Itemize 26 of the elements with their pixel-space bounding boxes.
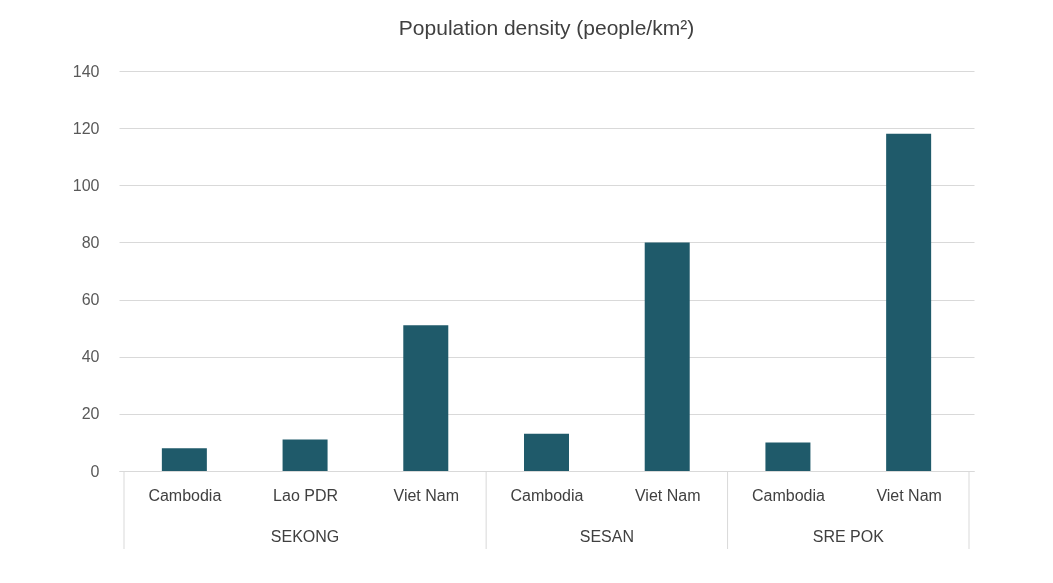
x-tick-label: Cambodia [510,486,584,504]
y-tick-label: 100 [72,176,100,194]
x-tick-label: Viet Nam [876,486,942,504]
x-tick-label: Cambodia [148,486,222,504]
x-tick-label: Viet Nam [393,486,460,504]
x-tick-label: Viet Nam [634,486,701,504]
bar [524,433,569,471]
text: SRE POK [812,528,885,545]
y-tick-label: 60 [81,291,100,309]
bar [765,442,811,471]
y-tick-label: 120 [72,119,100,137]
y-tick-label: 140 [72,62,100,80]
y-tick-label: 0 [90,462,100,480]
x-tick-label: Cambodia [751,486,825,504]
y-tick-label: 40 [81,348,100,366]
chart-title: Population density (people/km²) [398,16,695,39]
y-tick-label: 20 [81,405,100,423]
y-tick-label: 80 [81,233,100,251]
x-tick-label: Lao PDR [273,486,339,504]
bar [161,448,207,471]
bar [886,133,932,471]
bar [403,325,449,471]
bar [644,242,690,471]
bar [282,439,328,471]
text: SEKONG [270,528,340,545]
text: SESAN [579,528,634,545]
